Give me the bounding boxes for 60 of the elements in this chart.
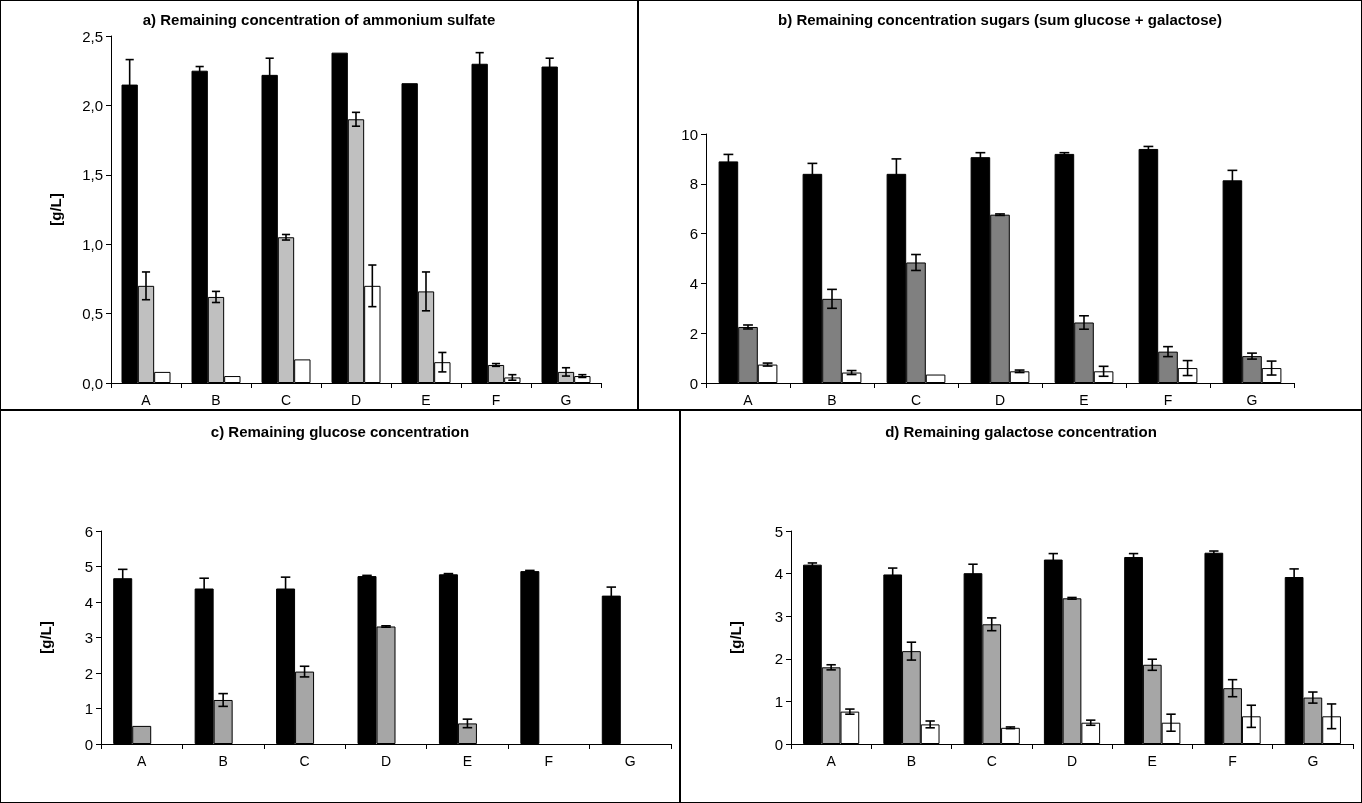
y-tick-label: 0	[774, 735, 783, 753]
y-tick-label: 5	[774, 522, 783, 540]
y-tick-label: 4	[689, 274, 698, 292]
x-tick-label: B	[211, 392, 221, 408]
x-tick-label: D	[380, 753, 392, 769]
y-tick-label: 0	[84, 735, 93, 753]
x-tick-label: G	[1246, 392, 1258, 408]
y-tick-label: 2	[84, 664, 93, 682]
x-tick-label: E	[462, 753, 473, 769]
y-tick-label: 0	[689, 374, 698, 392]
y-tick-label: 0,5	[82, 305, 103, 323]
y-tick-label: 2	[689, 324, 698, 342]
x-tick-label: F	[1163, 392, 1173, 408]
chart-title: d) Remaining galactose concentration	[885, 423, 1157, 440]
x-tick-label: E	[1079, 392, 1089, 408]
x-tick-label: E	[421, 392, 431, 408]
y-axis-title: [g/L]	[47, 193, 64, 226]
x-tick-label: B	[906, 753, 917, 769]
y-tick-label: 1,0	[82, 235, 103, 253]
y-axis-title: [g/L]	[37, 621, 54, 654]
y-tick-label: 3	[84, 629, 93, 646]
x-tick-label: G	[1307, 753, 1319, 769]
x-tick-label: G	[560, 392, 572, 408]
y-tick-label: 6	[84, 522, 93, 540]
y-tick-label: 3	[774, 607, 783, 625]
x-tick-label: B	[218, 753, 228, 769]
x-tick-label: A	[141, 392, 152, 408]
y-tick-label: 6	[689, 225, 698, 243]
x-tick-label: C	[910, 392, 922, 408]
x-tick-label: D	[1066, 753, 1078, 769]
x-tick-label: A	[826, 753, 837, 769]
y-tick-label: 1	[84, 700, 93, 717]
y-tick-label: 10	[681, 125, 698, 143]
y-tick-label: 4	[774, 565, 783, 583]
x-tick-label: F	[1228, 753, 1237, 769]
chart-title: b) Remaining concentration sugars (sum glucose + galactose)	[778, 11, 1222, 28]
y-tick-label: 0,0	[82, 374, 103, 392]
y-axis-title: [g/L]	[727, 621, 744, 654]
x-tick-label: C	[299, 753, 310, 769]
y-tick-label: 4	[84, 593, 93, 611]
x-tick-label: A	[137, 753, 148, 769]
x-tick-label: G	[624, 753, 636, 769]
y-tick-label: 2,5	[82, 27, 103, 45]
chart-title: c) Remaining glucose concentration	[210, 423, 470, 440]
x-tick-label: E	[1147, 753, 1157, 769]
y-tick-label: 2	[774, 650, 783, 668]
x-tick-label: B	[827, 392, 837, 408]
x-tick-label: C	[986, 753, 997, 769]
x-tick-label: F	[491, 392, 501, 408]
x-tick-label: F	[544, 753, 554, 769]
x-tick-label: D	[350, 392, 362, 408]
y-tick-label: 5	[84, 558, 93, 575]
x-tick-label: A	[743, 392, 754, 408]
x-tick-label: C	[280, 392, 292, 408]
y-tick-label: 1,5	[82, 166, 103, 184]
y-tick-label: 8	[689, 175, 698, 193]
chart-title: a) Remaining concentration of ammonium sulfate	[142, 11, 496, 28]
x-tick-label: D	[994, 392, 1006, 408]
y-tick-label: 2,0	[82, 96, 103, 114]
y-tick-label: 1	[774, 692, 783, 710]
